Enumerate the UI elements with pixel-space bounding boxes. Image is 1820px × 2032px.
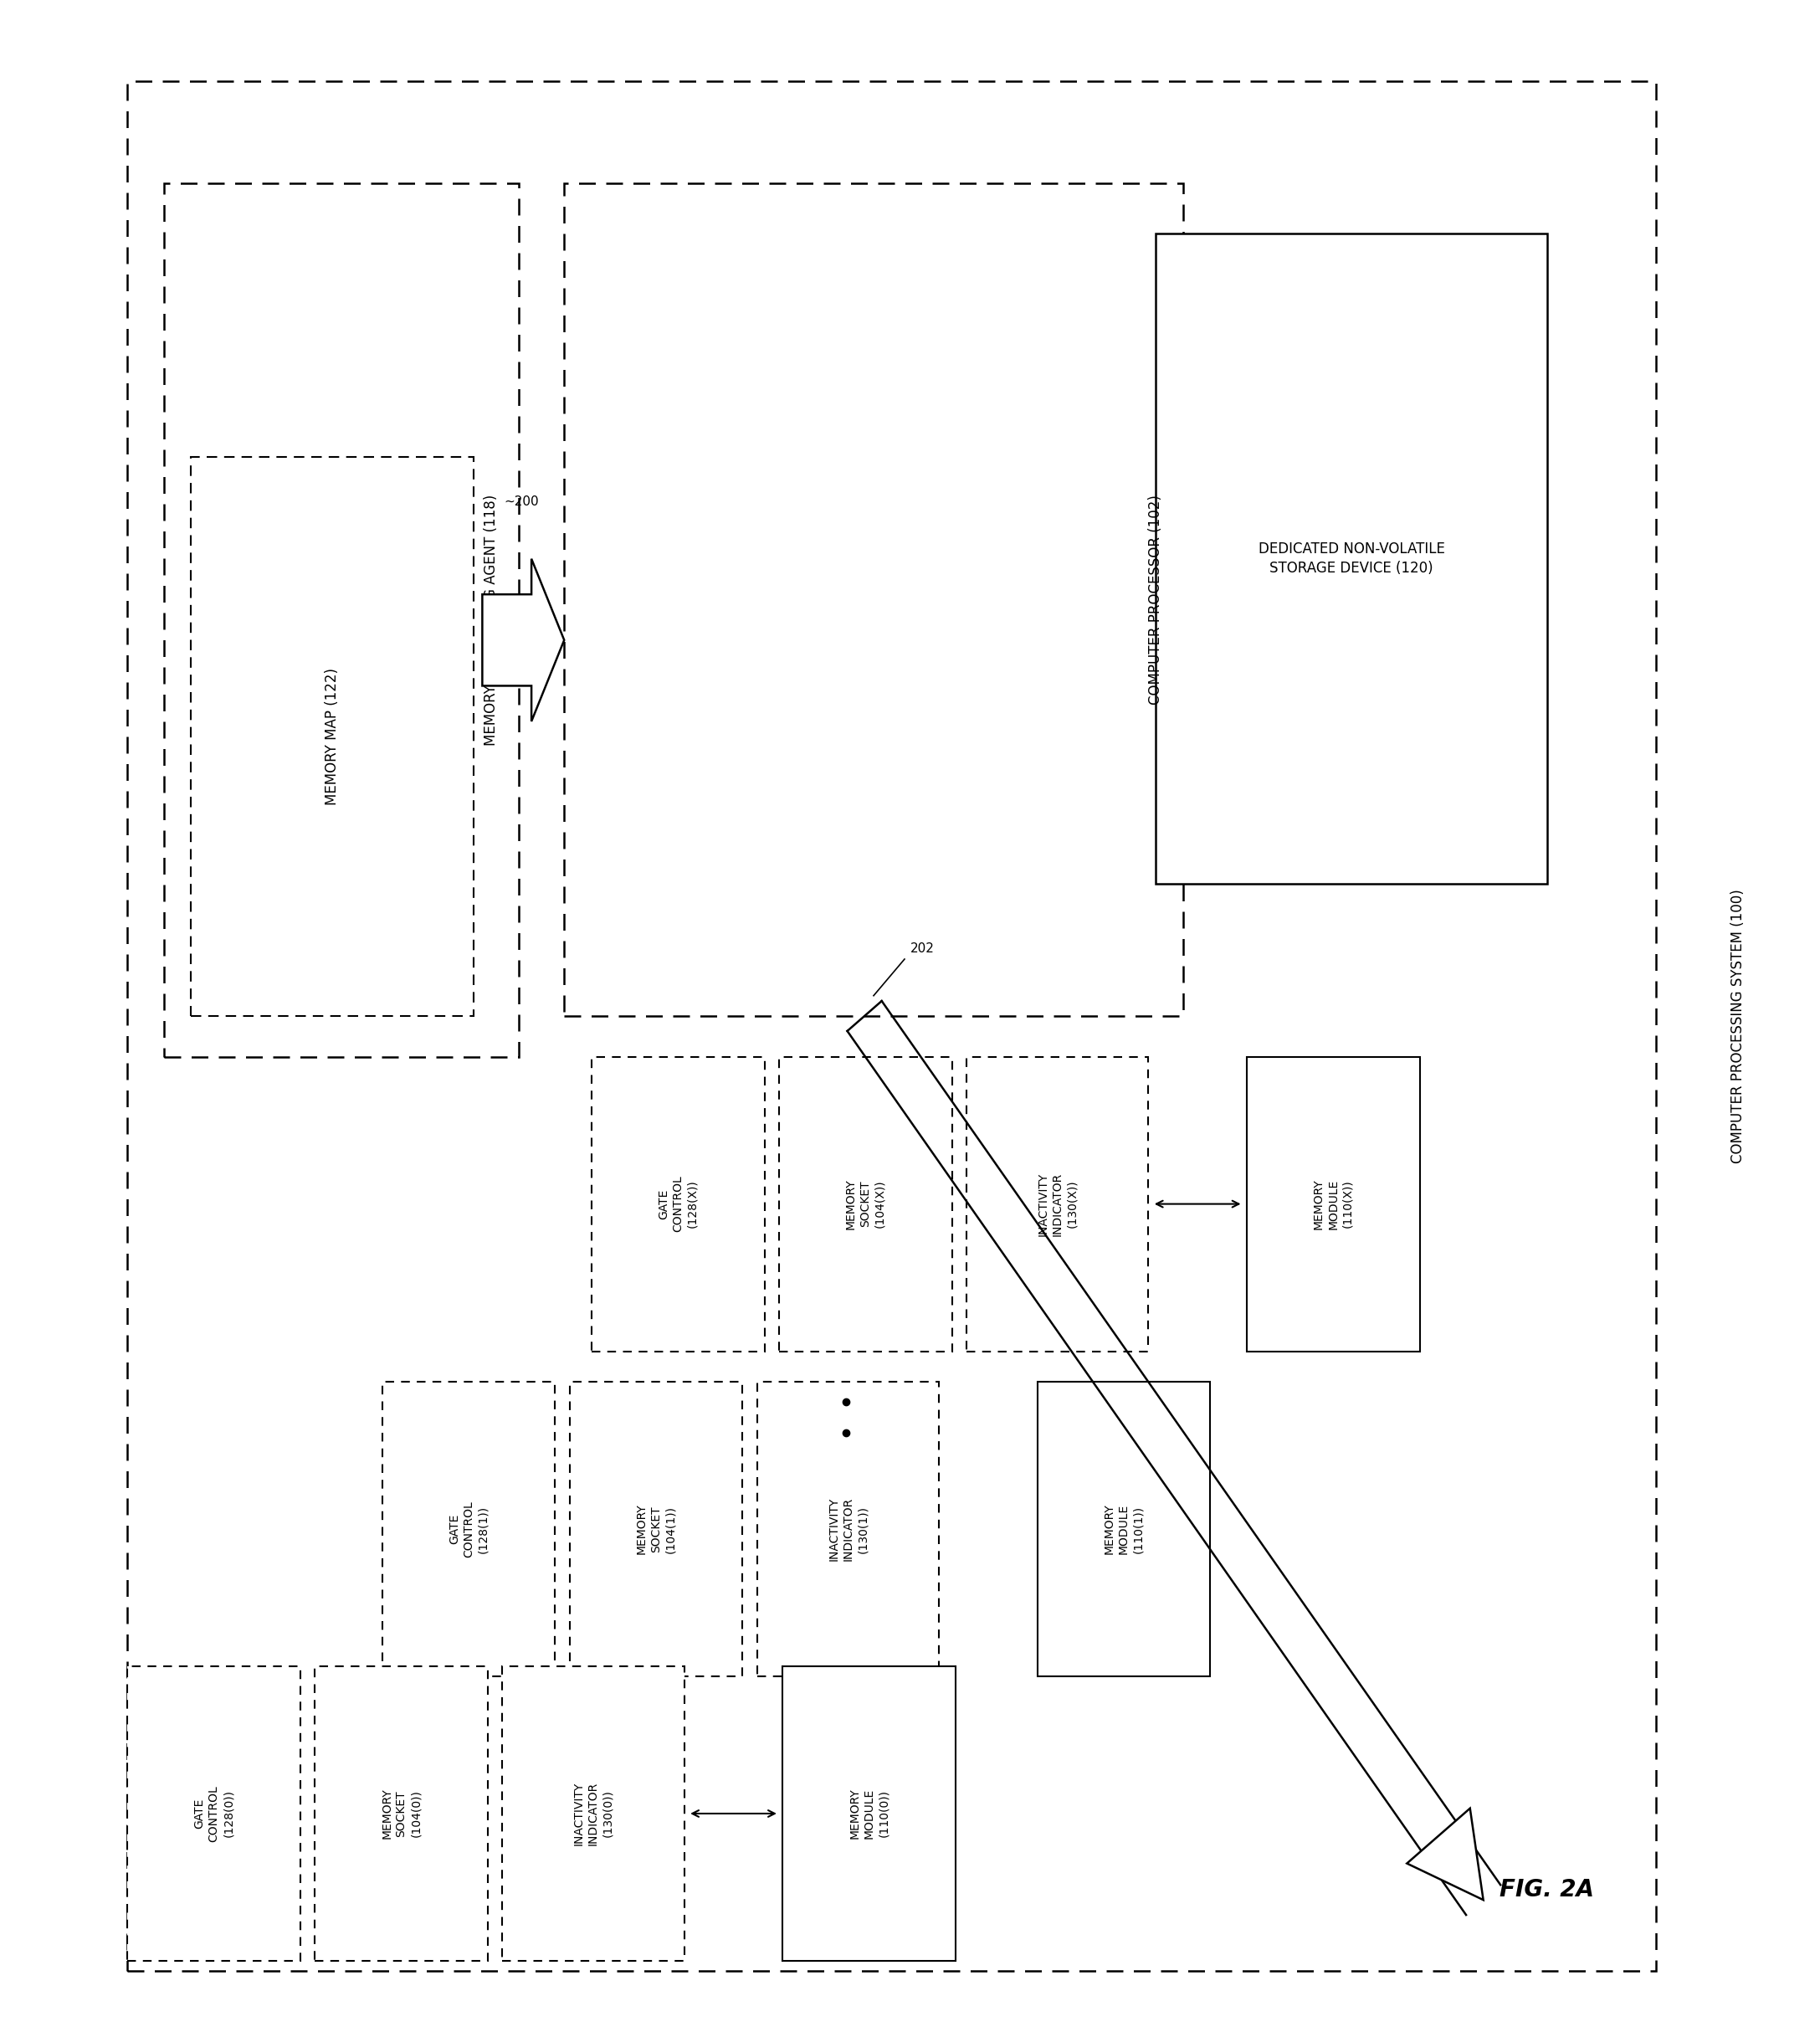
Polygon shape	[482, 559, 564, 721]
Text: MEMORY
SOCKET
(104(0)): MEMORY SOCKET (104(0))	[380, 1788, 422, 1839]
Bar	[564, 183, 1183, 1016]
Text: COMPUTER PROCESSING SYSTEM (100): COMPUTER PROCESSING SYSTEM (100)	[1731, 890, 1745, 1162]
Bar	[315, 1666, 488, 1961]
Text: MEMORY
SOCKET
(104(1)): MEMORY SOCKET (104(1))	[635, 1504, 677, 1554]
Bar	[783, 1666, 956, 1961]
Bar	[592, 1057, 764, 1351]
Text: INACTIVITY
INDICATOR
(130(1)): INACTIVITY INDICATOR (130(1))	[828, 1498, 868, 1561]
Text: MEMORY
MODULE
(110(X)): MEMORY MODULE (110(X))	[1312, 1179, 1354, 1229]
Text: MEMORY MAP (122): MEMORY MAP (122)	[324, 669, 340, 805]
Bar	[757, 1382, 939, 1676]
Text: DEDICATED NON-VOLATILE
STORAGE DEVICE (120): DEDICATED NON-VOLATILE STORAGE DEVICE (1…	[1258, 541, 1445, 577]
Bar	[164, 183, 519, 1057]
Bar	[570, 1382, 743, 1676]
Bar	[779, 1057, 952, 1351]
Bar	[191, 457, 473, 1016]
Text: GATE
CONTROL
(128(1)): GATE CONTROL (128(1))	[448, 1502, 490, 1557]
Bar	[1037, 1382, 1210, 1676]
Text: INACTIVITY
INDICATOR
(130(0)): INACTIVITY INDICATOR (130(0))	[573, 1782, 613, 1845]
Bar	[1247, 1057, 1420, 1351]
Text: COMPUTER PROCESSOR (102): COMPUTER PROCESSOR (102)	[1148, 494, 1163, 705]
Text: 202: 202	[910, 943, 934, 955]
Polygon shape	[1407, 1808, 1483, 1900]
Bar	[127, 1666, 300, 1961]
Bar	[127, 81, 1656, 1971]
Text: GATE
CONTROL
(128(0)): GATE CONTROL (128(0))	[193, 1786, 235, 1841]
Text: GATE
CONTROL
(128(X)): GATE CONTROL (128(X))	[657, 1177, 699, 1231]
Text: MEMORY
MODULE
(110(0)): MEMORY MODULE (110(0))	[848, 1788, 890, 1839]
Bar	[966, 1057, 1148, 1351]
Bar	[382, 1382, 555, 1676]
Text: ~200: ~200	[504, 496, 539, 508]
Bar	[1156, 234, 1547, 884]
Bar	[502, 1666, 684, 1961]
Text: MEMORY
SOCKET
(104(X)): MEMORY SOCKET (104(X))	[844, 1179, 886, 1229]
Text: INACTIVITY
INDICATOR
(130(X)): INACTIVITY INDICATOR (130(X))	[1037, 1172, 1077, 1235]
Text: MEMORY MONITORING AGENT (118): MEMORY MONITORING AGENT (118)	[484, 494, 499, 746]
Text: FIG. 2A: FIG. 2A	[1500, 1878, 1594, 1902]
Text: MEMORY
MODULE
(110(1)): MEMORY MODULE (110(1))	[1103, 1504, 1145, 1554]
